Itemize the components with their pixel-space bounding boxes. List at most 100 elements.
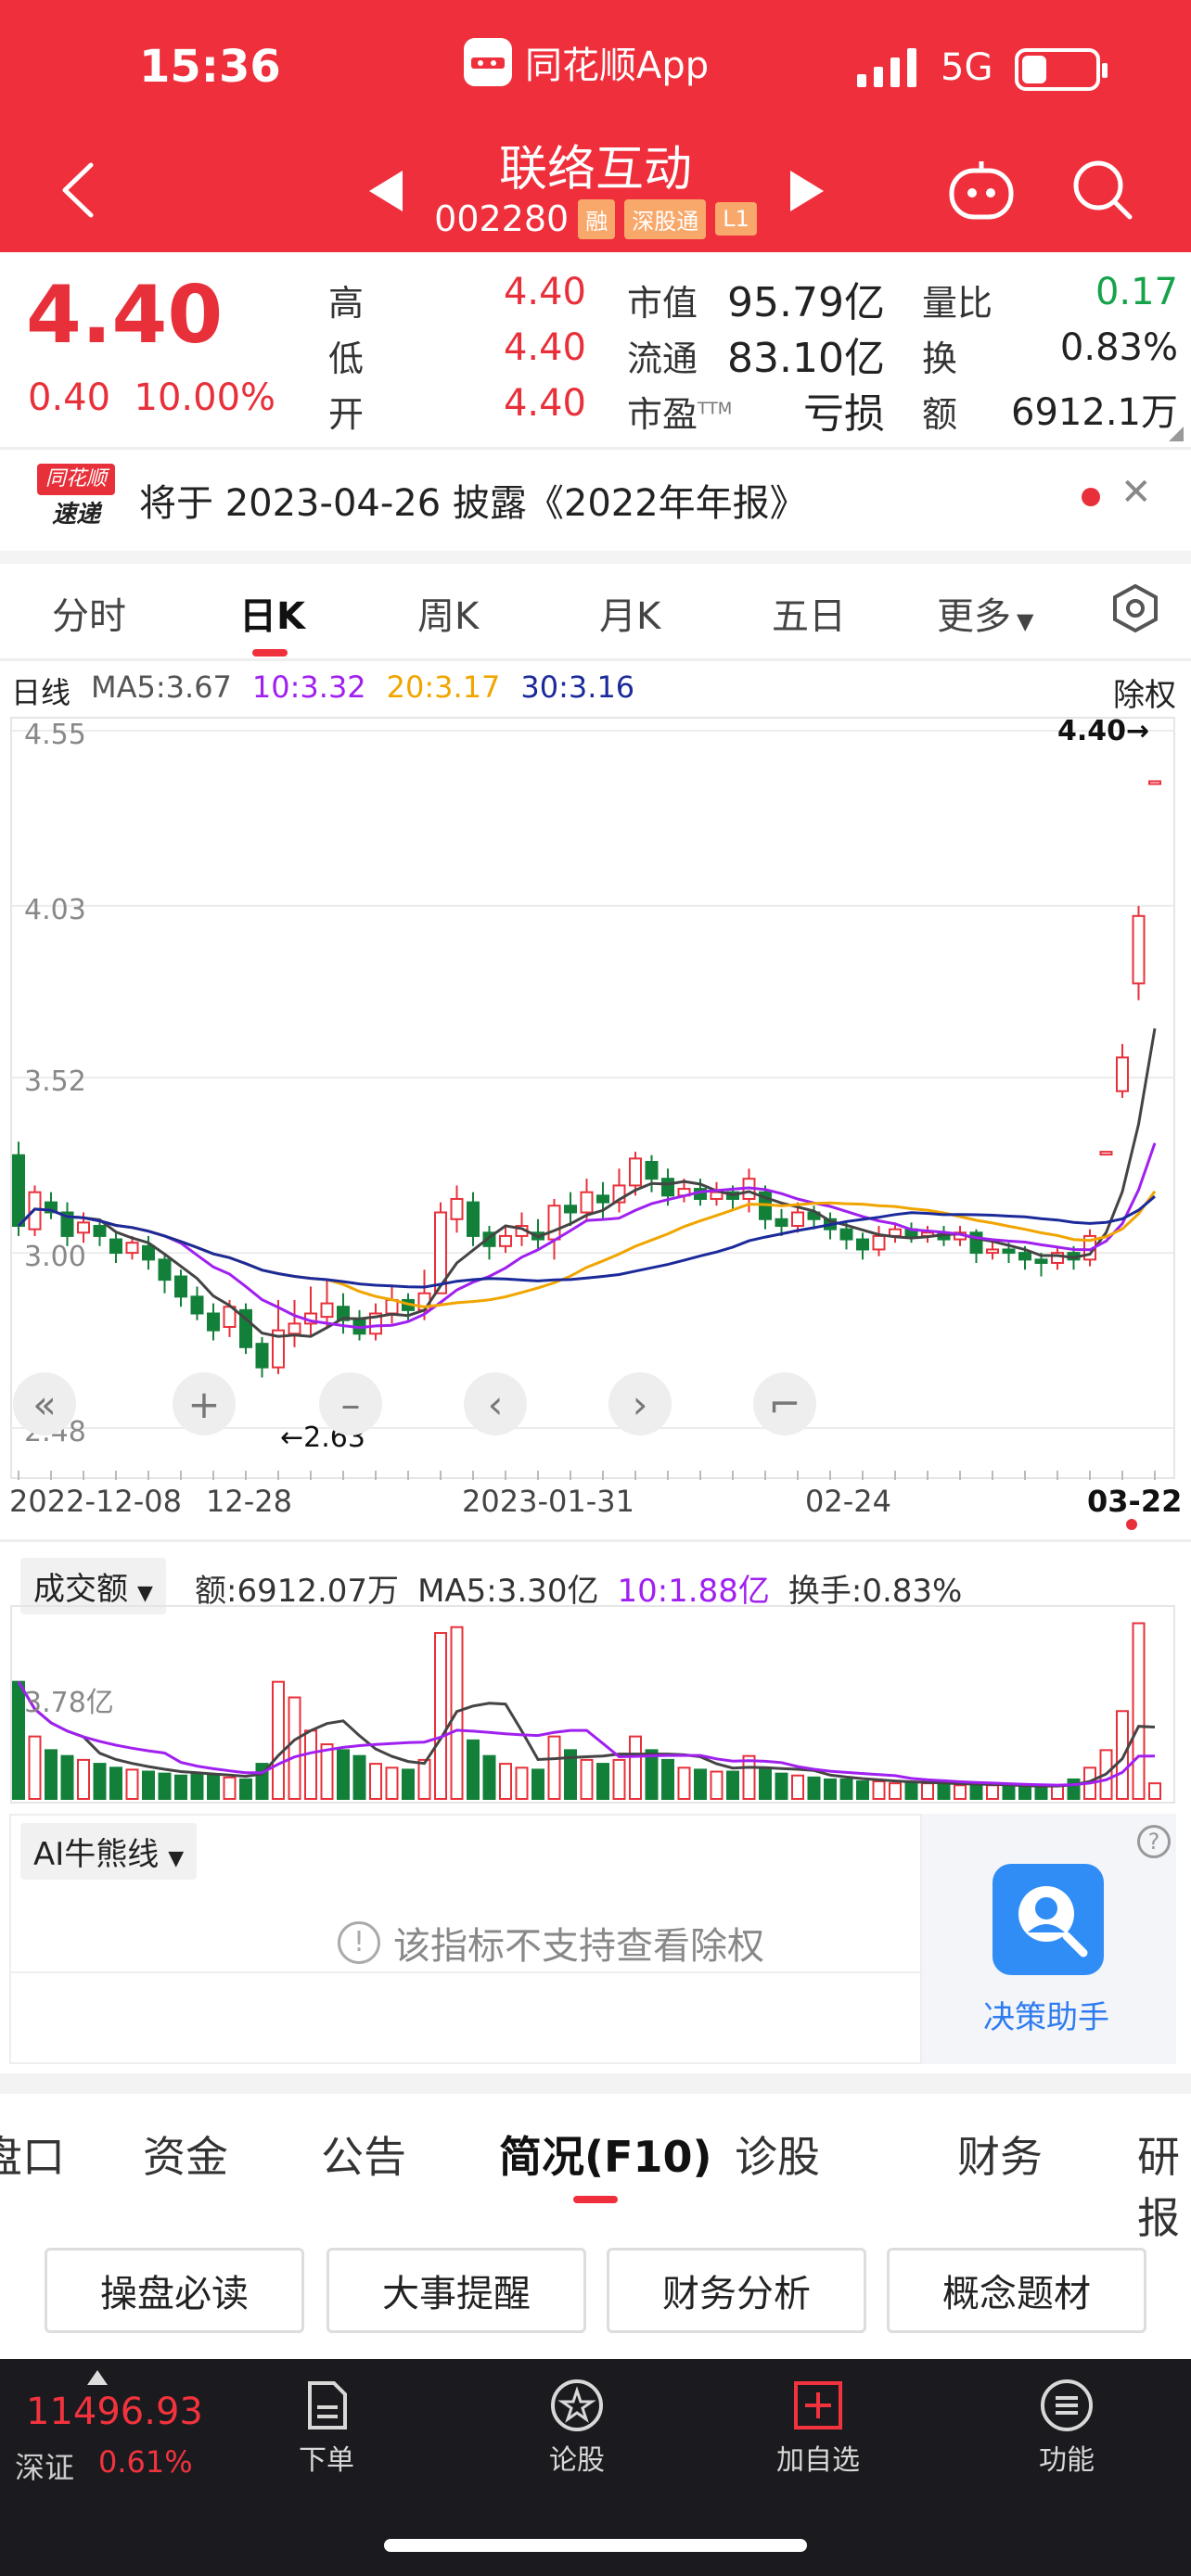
- candle-body: [434, 1211, 447, 1294]
- candle-body: [239, 1308, 252, 1348]
- candle-body: [1002, 1248, 1016, 1255]
- candle-body: [547, 1205, 561, 1241]
- ai-indicator-selector[interactable]: AI牛熊线 ▼: [20, 1823, 198, 1880]
- high-value: 4.40: [503, 271, 586, 313]
- scroll-left-button[interactable]: ‹: [464, 1372, 527, 1435]
- settings-hexagon-icon[interactable]: [1109, 582, 1161, 634]
- expand-corner-icon[interactable]: [1169, 427, 1184, 441]
- float-value: 83.10亿: [727, 335, 885, 382]
- tab-more[interactable]: 更多 ▼: [937, 595, 1034, 638]
- volume-bar: [434, 1632, 447, 1801]
- index-value[interactable]: 11496.93: [26, 2391, 203, 2433]
- x-label-end: 03-22: [1087, 1484, 1183, 1519]
- tab-finance[interactable]: 财务: [957, 2132, 1043, 2182]
- vol-turnover: 换手:0.83%: [788, 1573, 963, 1610]
- news-text[interactable]: 将于 2023-04-26 披露《2022年年报》: [139, 482, 807, 525]
- vr-value: 0.17: [1095, 271, 1178, 313]
- candle-body: [1034, 1258, 1048, 1264]
- assistant-label[interactable]: 决策助手: [983, 1999, 1109, 2036]
- volume-selector[interactable]: 成交额 ▼: [20, 1558, 166, 1614]
- volume-bar: [272, 1680, 285, 1800]
- candle-body: [661, 1178, 674, 1197]
- fullscreen-button[interactable]: ⌐: [753, 1372, 816, 1435]
- index-pct[interactable]: 0.61%: [98, 2444, 193, 2480]
- high-label: 高: [328, 283, 365, 324]
- last-price: 4.40: [26, 269, 224, 362]
- volume-bar: [93, 1763, 107, 1801]
- candle-body: [207, 1312, 220, 1332]
- legend-ma20: 20:3.17: [386, 670, 501, 705]
- volume-bar: [564, 1749, 577, 1801]
- volume-bar: [986, 1784, 999, 1800]
- tab-daily-k[interactable]: 日K: [239, 595, 305, 638]
- candle-body: [467, 1201, 480, 1237]
- pill-financial-analysis[interactable]: 财务分析: [607, 2248, 866, 2333]
- turnover-label: 换: [922, 338, 958, 379]
- prev-stock-icon[interactable]: [369, 171, 403, 211]
- volume-bar: [856, 1780, 869, 1800]
- status-time: 15:36: [139, 41, 281, 93]
- tab-announcements[interactable]: 公告: [321, 2132, 406, 2182]
- vol-ma5: MA5:3.30亿: [417, 1573, 599, 1610]
- kline-chart[interactable]: 4.554.033.523.002.484.40→←2.63: [0, 705, 1191, 1484]
- candle-body: [1116, 1056, 1129, 1092]
- candle-body: [60, 1211, 74, 1237]
- candle-body: [1018, 1252, 1031, 1261]
- adjust-toggle[interactable]: 除权: [1113, 677, 1176, 714]
- tab-intraday[interactable]: 分时: [52, 595, 126, 638]
- tab-monthly-k[interactable]: 月K: [599, 595, 661, 638]
- nav-functions[interactable]: 功能: [1002, 2374, 1132, 2478]
- volume-bar: [1148, 1782, 1161, 1801]
- zoom-out-button[interactable]: –: [319, 1372, 382, 1435]
- tab-diagnosis[interactable]: 诊股: [735, 2132, 820, 2182]
- pill-trading-guide[interactable]: 操盘必读: [45, 2248, 304, 2333]
- ma10-line: [17, 1142, 1157, 1330]
- ma30-line: [17, 1195, 1156, 1289]
- chart-frame: [10, 717, 1175, 1479]
- robot-assistant-icon[interactable]: [948, 158, 1015, 223]
- volume-info: 额:6912.07万 MA5:3.30亿 10:1.88亿 换手:0.83%: [195, 1565, 962, 1611]
- document-icon: [308, 2381, 347, 2429]
- tab-five-day[interactable]: 五日: [772, 595, 846, 638]
- close-icon[interactable]: ✕: [1121, 471, 1152, 514]
- nav-order[interactable]: 下单: [262, 2374, 391, 2478]
- tab-order-book[interactable]: 盘口: [0, 2132, 65, 2182]
- candle-body: [499, 1234, 512, 1247]
- pill-major-events[interactable]: 大事提醒: [327, 2248, 586, 2333]
- volume-y-tick: 3.78亿: [24, 1687, 114, 1719]
- help-icon[interactable]: ?: [1137, 1825, 1171, 1858]
- news-logo: 同花顺 速递: [37, 464, 115, 530]
- tab-capital[interactable]: 资金: [143, 2132, 228, 2182]
- turnover-value: 0.83%: [1059, 326, 1178, 369]
- volume-bar: [337, 1749, 350, 1801]
- volume-bar: [499, 1763, 512, 1801]
- next-stock-icon[interactable]: [790, 171, 824, 211]
- decision-assistant-icon[interactable]: [992, 1864, 1104, 1975]
- candle-body: [629, 1157, 642, 1187]
- back-arrow-icon[interactable]: [56, 158, 102, 223]
- pill-concepts[interactable]: 概念题材: [887, 2248, 1146, 2333]
- search-icon[interactable]: [1069, 156, 1135, 223]
- tab-weekly-k[interactable]: 周K: [417, 595, 480, 638]
- volume-bar: [677, 1766, 691, 1801]
- zoom-out-far-button[interactable]: «: [13, 1372, 76, 1435]
- volume-bar: [402, 1768, 415, 1800]
- tab-f10[interactable]: 简况(F10): [499, 2132, 712, 2182]
- ai-panel: [9, 1814, 922, 2064]
- scroll-right-button[interactable]: ›: [608, 1372, 672, 1435]
- active-bottom-tab-indicator: [573, 2196, 618, 2203]
- candle-body: [142, 1244, 155, 1261]
- candle-body: [856, 1238, 869, 1251]
- nav-add-watchlist[interactable]: 加自选: [753, 2374, 883, 2478]
- volume-chart[interactable]: 3.78亿: [0, 1604, 1191, 1808]
- candle-body: [320, 1302, 334, 1319]
- zoom-in-button[interactable]: +: [173, 1372, 236, 1435]
- volume-bar: [839, 1778, 853, 1801]
- volume-bar: [1002, 1784, 1016, 1800]
- volume-bar: [1034, 1786, 1048, 1801]
- volume-bar: [694, 1768, 707, 1800]
- chevron-down-icon: ▼: [1017, 608, 1034, 634]
- tab-research[interactable]: 研报: [1137, 2132, 1180, 2243]
- nav-forum[interactable]: 论股: [512, 2374, 642, 2478]
- index-name[interactable]: 深证: [15, 2450, 75, 2485]
